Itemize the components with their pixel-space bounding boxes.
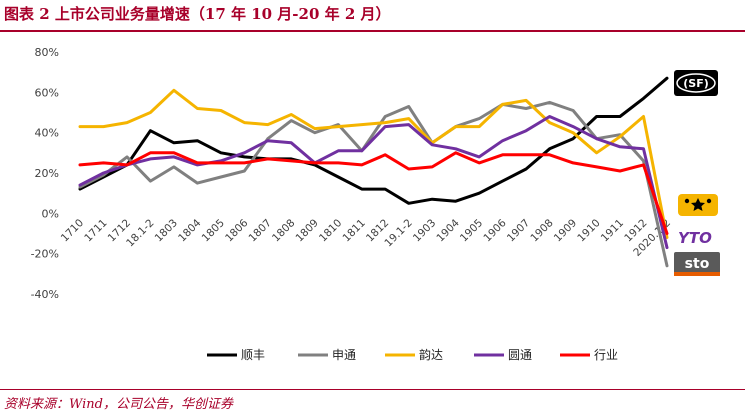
y-tick-label: 0%: [42, 207, 59, 220]
legend-label: 顺丰: [241, 348, 265, 362]
y-tick-label: 40%: [35, 127, 59, 140]
chart-area: 80%60%40%20%0%-20%-40%17101711171218.1-2…: [31, 46, 720, 362]
y-tick-label: 80%: [35, 46, 59, 59]
x-tick-label: 1805: [200, 217, 227, 244]
x-tick-label: 1808: [270, 217, 297, 244]
x-tick-label: 1809: [294, 217, 321, 244]
svg-text:sto: sto: [685, 256, 710, 272]
y-tick-label: 60%: [35, 86, 59, 99]
x-tick-label: 1909: [552, 217, 579, 244]
x-tick-label: 1906: [481, 217, 509, 245]
series-line-3: [78, 115, 669, 250]
sf-logo: (SF): [674, 70, 718, 96]
x-tick-label: 1711: [82, 217, 109, 244]
x-tick-label: 1804: [176, 217, 204, 245]
yunda-logo: [678, 194, 718, 216]
yto-logo: YTO: [676, 226, 720, 248]
y-tick-label: 20%: [35, 167, 59, 180]
legend-label: 申通: [332, 348, 356, 362]
source-note: 资料来源：Wind，公司公告，华创证券: [4, 397, 233, 412]
x-tick-label: 1803: [153, 217, 180, 244]
x-tick-label: 1904: [434, 217, 462, 245]
x-tick-label: 1807: [247, 217, 274, 244]
x-tick-label: 1811: [340, 217, 367, 244]
y-tick-label: -20%: [31, 248, 59, 261]
x-tick-label: 1806: [223, 217, 251, 245]
x-tick-label: 1908: [528, 217, 555, 244]
sto-logo: sto: [674, 252, 720, 276]
series-line-0: [78, 76, 669, 205]
svg-text:(SF): (SF): [683, 77, 709, 90]
y-tick-label: -40%: [31, 288, 59, 301]
legend-label: 行业: [594, 348, 618, 362]
series-line-1: [78, 100, 669, 268]
chart-title: 图表 2 上市公司业务量增速（17 年 10 月-20 年 2 月）: [4, 5, 391, 23]
x-tick-label: 1810: [317, 217, 344, 244]
series-line-2: [78, 88, 669, 239]
x-tick-label: 1911: [599, 217, 626, 244]
x-tick-label: 1910: [575, 217, 602, 244]
source-divider: [0, 389, 745, 390]
legend-label: 韵达: [419, 347, 443, 362]
legend-label: 圆通: [508, 348, 532, 362]
x-tick-label: 1710: [59, 217, 86, 244]
series-line-4: [78, 151, 669, 235]
title-divider: [0, 30, 745, 32]
svg-text:YTO: YTO: [678, 229, 712, 247]
x-tick-label: 1907: [505, 217, 532, 244]
x-tick-label: 1905: [458, 217, 485, 244]
x-tick-label: 1903: [411, 217, 438, 244]
